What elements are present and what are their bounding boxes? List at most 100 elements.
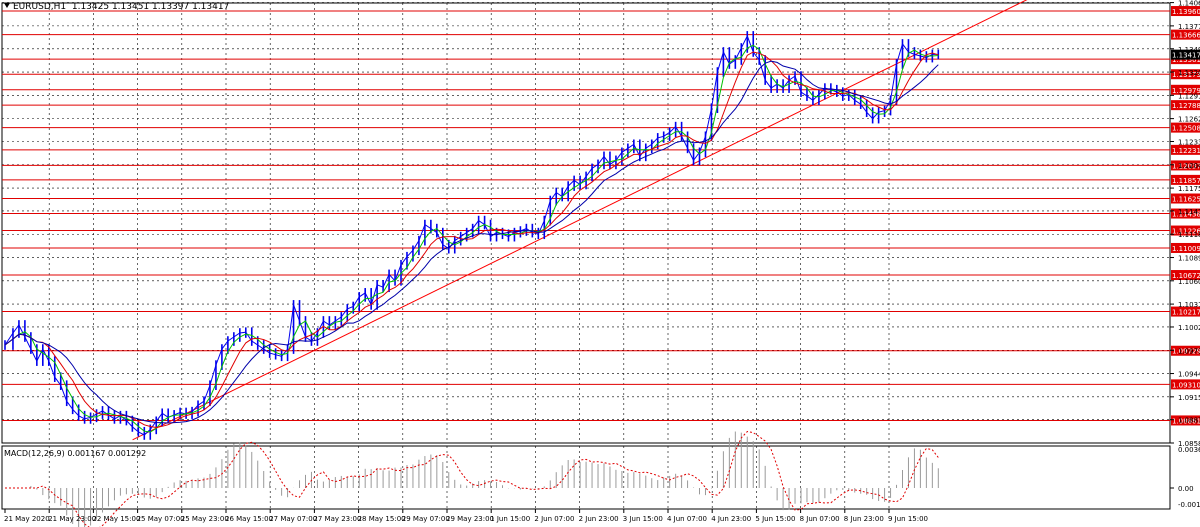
time-label: 28 May 15:00 (358, 515, 406, 523)
price-tick-label: 1.13775 (1178, 23, 1200, 31)
time-label: 4 Jun 07:00 (667, 515, 707, 523)
time-label: 21 May 23:00 (48, 515, 96, 523)
ma-fast-line (4, 44, 939, 433)
macd-signal-line (5, 430, 939, 527)
time-label: 4 Jun 23:00 (711, 515, 751, 523)
level-label-box (1171, 225, 1200, 236)
time-label: 8 Jun 07:00 (800, 515, 840, 523)
price-series (4, 0, 1028, 441)
level-label: 1.11438 (1172, 211, 1200, 219)
macd-top-label: 0.003689 (1178, 446, 1200, 454)
time-label: 21 May 2020 (4, 515, 50, 523)
level-label: 1.08861 (1172, 417, 1200, 425)
ma-mid-line (4, 51, 939, 429)
price-tick-label: 1.12045 (1178, 162, 1200, 170)
macd-zero-label: 0.00 (1178, 485, 1194, 493)
macd-label: MACD(12,26,9) (4, 449, 65, 458)
horizontal-levels: 1.13960 1.13666 1.13361 1.13173 1.12979 1.127… (2, 6, 1200, 426)
level-label-box (1171, 379, 1200, 390)
price-axis: 1.140651.137751.134901.132001.129101.126… (1170, 0, 1200, 509)
level-label-box (1171, 144, 1200, 155)
price-tick-label: 1.08870 (1178, 417, 1200, 425)
price-tick-label: 1.14065 (1178, 0, 1200, 8)
level-label: 1.09729 (1172, 348, 1200, 356)
price-tick-label: 1.12910 (1178, 92, 1200, 100)
level-label: 1.13666 (1172, 32, 1200, 40)
level-label: 1.11009 (1172, 245, 1200, 253)
level-label: 1.12231 (1172, 147, 1200, 155)
time-label: 8 Jun 23:00 (844, 515, 884, 523)
price-tick-label: 1.10025 (1178, 324, 1200, 332)
level-label-box (1171, 6, 1200, 17)
current-price-label: 1.13417 (1172, 52, 1200, 60)
time-label: 22 May 15:00 (92, 515, 140, 523)
ohlc-values: 1.13425 1.13451 1.13397 1.13417 (71, 2, 230, 12)
price-close-line (4, 34, 939, 436)
level-label: 1.10672 (1172, 272, 1200, 280)
level-label-box (1171, 306, 1200, 317)
level-label-box (1171, 122, 1200, 133)
price-tick-label: 1.09155 (1178, 394, 1200, 402)
level-label-box (1171, 208, 1200, 219)
time-label: 2 Jun 23:00 (579, 515, 619, 523)
time-label: 26 May 15:00 (225, 515, 273, 523)
price-tick-label: 1.08580 (1178, 440, 1200, 448)
level-label-box (1171, 174, 1200, 185)
dropdown-triangle-icon[interactable] (4, 3, 10, 8)
level-label: 1.10217 (1172, 309, 1200, 317)
level-label: 1.12788 (1172, 102, 1200, 110)
level-label: 1.11857 (1172, 177, 1200, 185)
level-label-box (1171, 100, 1200, 111)
price-tick-label: 1.12335 (1178, 139, 1200, 147)
time-label: 29 May 23:00 (446, 515, 494, 523)
time-label: 2 Jun 07:00 (534, 515, 574, 523)
level-label-box (1171, 242, 1200, 253)
trendline (132, 0, 1028, 441)
time-label: 5 Jun 15:00 (755, 515, 795, 523)
price-tick-label: 1.12620 (1178, 116, 1200, 124)
macd-histogram (5, 430, 939, 527)
time-label: 29 May 07:00 (402, 515, 450, 523)
price-tick-label: 1.11180 (1178, 231, 1200, 239)
macd-values: 0.001167 0.001292 (67, 449, 147, 458)
price-pane-frame (1, 2, 1171, 444)
level-label-box (1171, 160, 1200, 171)
price-tick-label: 1.09735 (1178, 347, 1200, 355)
price-tick-label: 1.13200 (1178, 69, 1200, 77)
price-tick-label: 1.11755 (1178, 185, 1200, 193)
level-label-box (1171, 29, 1200, 40)
price-tick-label: 1.10310 (1178, 301, 1200, 309)
time-label: 27 May 07:00 (269, 515, 317, 523)
time-label: 27 May 23:00 (313, 515, 361, 523)
time-label: 25 May 07:00 (137, 515, 185, 523)
level-label: 1.11625 (1172, 196, 1200, 204)
price-tick-label: 1.10890 (1178, 255, 1200, 263)
level-label: 1.11226 (1172, 228, 1200, 236)
time-label: 1 Jun 15:00 (490, 515, 530, 523)
level-label-box (1171, 345, 1200, 356)
ma-slow-line (4, 60, 939, 424)
level-label: 1.12508 (1172, 125, 1200, 133)
time-label: 25 May 23:00 (181, 515, 229, 523)
level-label: 1.12037 (1172, 162, 1200, 170)
level-label-box (1171, 415, 1200, 426)
level-label: 1.13361 (1172, 56, 1200, 64)
level-label-box (1171, 270, 1200, 281)
current-price-box (1171, 49, 1200, 60)
time-label: 3 Jun 15:00 (623, 515, 663, 523)
level-label: 1.09310 (1172, 381, 1200, 389)
level-label: 1.13960 (1172, 8, 1200, 16)
price-tick-label: 1.10600 (1178, 278, 1200, 286)
level-label: 1.13173 (1172, 71, 1200, 79)
macd-header: MACD(12,26,9) 0.001167 0.001292 (4, 449, 146, 458)
grid (1, 2, 1171, 510)
time-label: 9 Jun 15:00 (888, 515, 928, 523)
level-label-box (1171, 84, 1200, 95)
macd-bottom-label: -0.00198 (1178, 501, 1200, 509)
price-tick-label: 1.11470 (1178, 208, 1200, 216)
level-label-box (1171, 193, 1200, 204)
symbol-header: EURUSD,H1 1.13425 1.13451 1.13397 1.1341… (4, 2, 229, 12)
